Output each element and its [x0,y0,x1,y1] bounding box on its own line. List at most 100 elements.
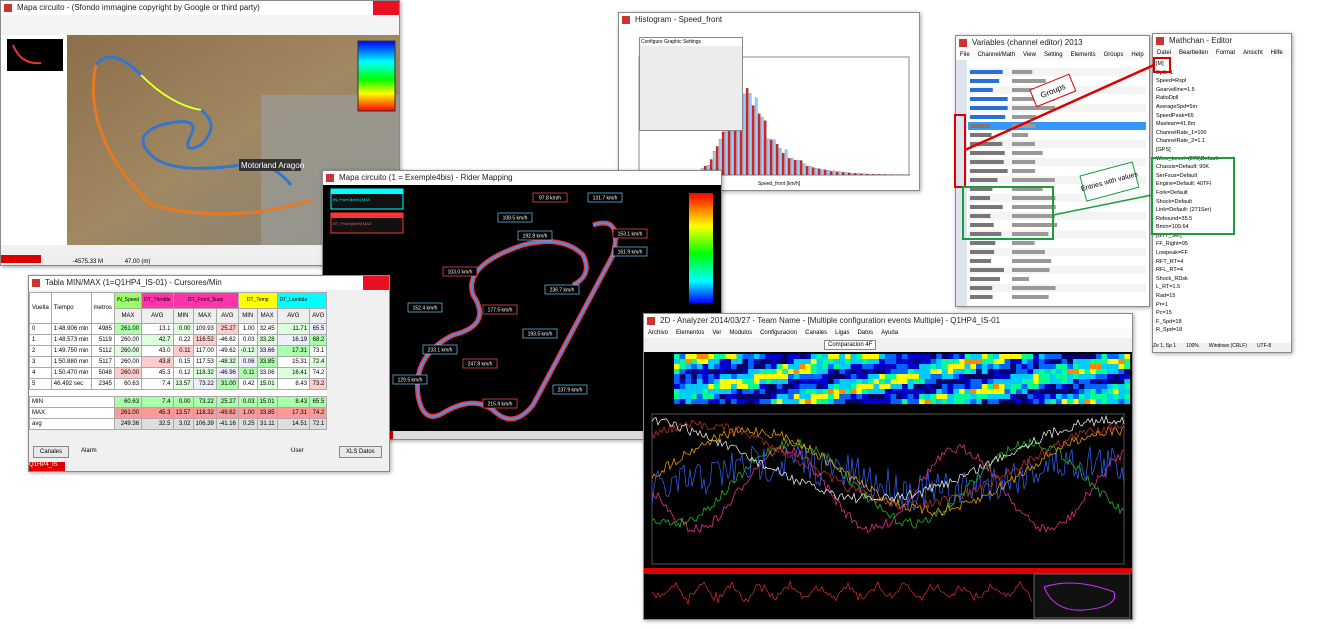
menu-item[interactable]: Channel/Math [977,52,1016,58]
cell-stub [1012,79,1046,83]
heatmap-cell [976,359,982,365]
heatmap-cell [816,359,823,365]
menu-item[interactable]: Hilfe [1270,50,1283,56]
heatmap-cell [1095,374,1102,380]
heatmap-cell [867,384,874,390]
button[interactable]: Canales [33,446,70,458]
heatmap-cell [731,399,737,405]
cell-stub [1012,250,1045,254]
text-line: F_Spd=18 [1156,318,1182,325]
button-bar: Canales Alarm User XLS Datos [29,444,389,460]
menu-item[interactable]: Datei [1157,50,1172,56]
histogram-bar [775,144,779,176]
heatmap-cell [1107,384,1113,390]
button[interactable]: XLS Datos [339,446,382,458]
menu-item[interactable]: Ligas [835,330,850,336]
menu-item[interactable]: File [960,52,970,58]
heatmap-cell [776,384,783,390]
checkbox-label[interactable]: Alarm [81,448,97,454]
menu-item[interactable]: Bearbeiten [1179,50,1209,56]
data-cell: 260.00 [113,334,143,346]
histogram-bar [769,139,773,176]
heatmap-cell [1044,399,1051,405]
heatmap-cell [1067,369,1074,375]
menu-item[interactable]: Elementos [676,330,705,336]
heatmap-cell [839,399,846,405]
heatmap-cell [941,389,948,395]
list-row [968,275,1146,283]
heatmap-cell [907,374,914,380]
speed-box [482,304,518,315]
data-cell: 11.71 [276,323,311,335]
heatmap-cell [708,364,714,370]
heatmap-cell [1044,364,1051,370]
heatmap-cell [805,384,811,390]
heatmap-cell [805,379,811,385]
heatmap-cell [674,379,680,385]
menu-item[interactable]: Elements [1070,52,1096,58]
group-label: DT_Front_Susp [188,297,224,304]
data-cell: 68.2 [309,334,328,346]
data-cell: 60.63 [113,378,143,390]
menu-item[interactable]: Modulos [729,330,753,336]
heatmap-cell [953,364,960,370]
histogram-bar [835,171,839,176]
summary-cell: 32.5 [141,418,174,430]
heatmap-cell [959,354,965,360]
heatmap-cell [845,359,851,365]
heatmap-cell [691,389,697,395]
heatmap-cell [696,379,703,385]
heatmap-cell [810,374,817,380]
status-bar: Q1HP4_IS [29,462,65,471]
histogram-bar [847,172,851,176]
heatmap-cell [1038,394,1045,400]
menu-item[interactable]: Groups [1103,52,1124,58]
heatmap-cell [907,379,914,385]
text-line: Speed=Rspl [1156,78,1187,85]
heatmap-cell [748,389,754,395]
histogram-bar [748,93,752,176]
data-cell: 5117 [90,356,115,368]
data-cell: 32.45 [256,323,278,335]
heatmap-cell [765,374,771,380]
menu-item[interactable]: Setting [1043,52,1063,58]
menu-item[interactable]: Archivo [648,330,669,336]
heatmap-cell [1112,379,1119,385]
variables-window: Variables (channel editor) 2013 File Chan… [955,35,1150,307]
histogram-bar [751,105,755,176]
menu-item[interactable]: Configuracion [760,330,798,336]
menu-item[interactable]: Format [1216,50,1236,56]
heatmap-cell [913,384,920,390]
heatmap-cell [822,374,828,380]
heatmap-cell [1101,364,1108,370]
heatmap-cell [1061,374,1068,380]
heatmap-cell [850,354,857,360]
heatmap-cell [679,359,686,365]
data-cell: 15.31 [276,356,311,368]
menu-item[interactable]: Canales [805,330,828,336]
data-row: 4 1:50.470 min 5048 260.00 45.3 0.12 118.32 -46… [29,367,328,379]
menu-item[interactable]: Ayuda [881,330,899,336]
heatmap-cell [924,389,931,395]
cell-stub [1012,97,1055,101]
menu-item[interactable]: View [1023,52,1036,58]
close-button[interactable] [373,1,399,15]
heatmap-cell [713,369,720,375]
menu-item[interactable]: Datos [857,330,874,336]
heatmap-cell [1078,354,1085,360]
heatmap-cell [782,354,789,360]
close-button[interactable] [363,276,389,290]
heatmap-cell [845,389,851,395]
heatmap-cell [1078,394,1085,400]
heatmap-cell [879,389,885,395]
compare-button[interactable]: Comparacion 4F [824,340,877,350]
heatmap-cell [788,364,794,370]
menu-item[interactable]: Help [1131,52,1144,58]
heatmap-cell [736,369,743,375]
subheader-cell: AVG [276,307,311,324]
menu-item[interactable]: Ansicht [1243,50,1263,56]
heatmap-cell [1084,359,1091,365]
speed-label: 192.8 km/h [523,234,548,240]
heatmap-cell [1061,399,1068,405]
menu-item[interactable]: Ver [712,330,722,336]
